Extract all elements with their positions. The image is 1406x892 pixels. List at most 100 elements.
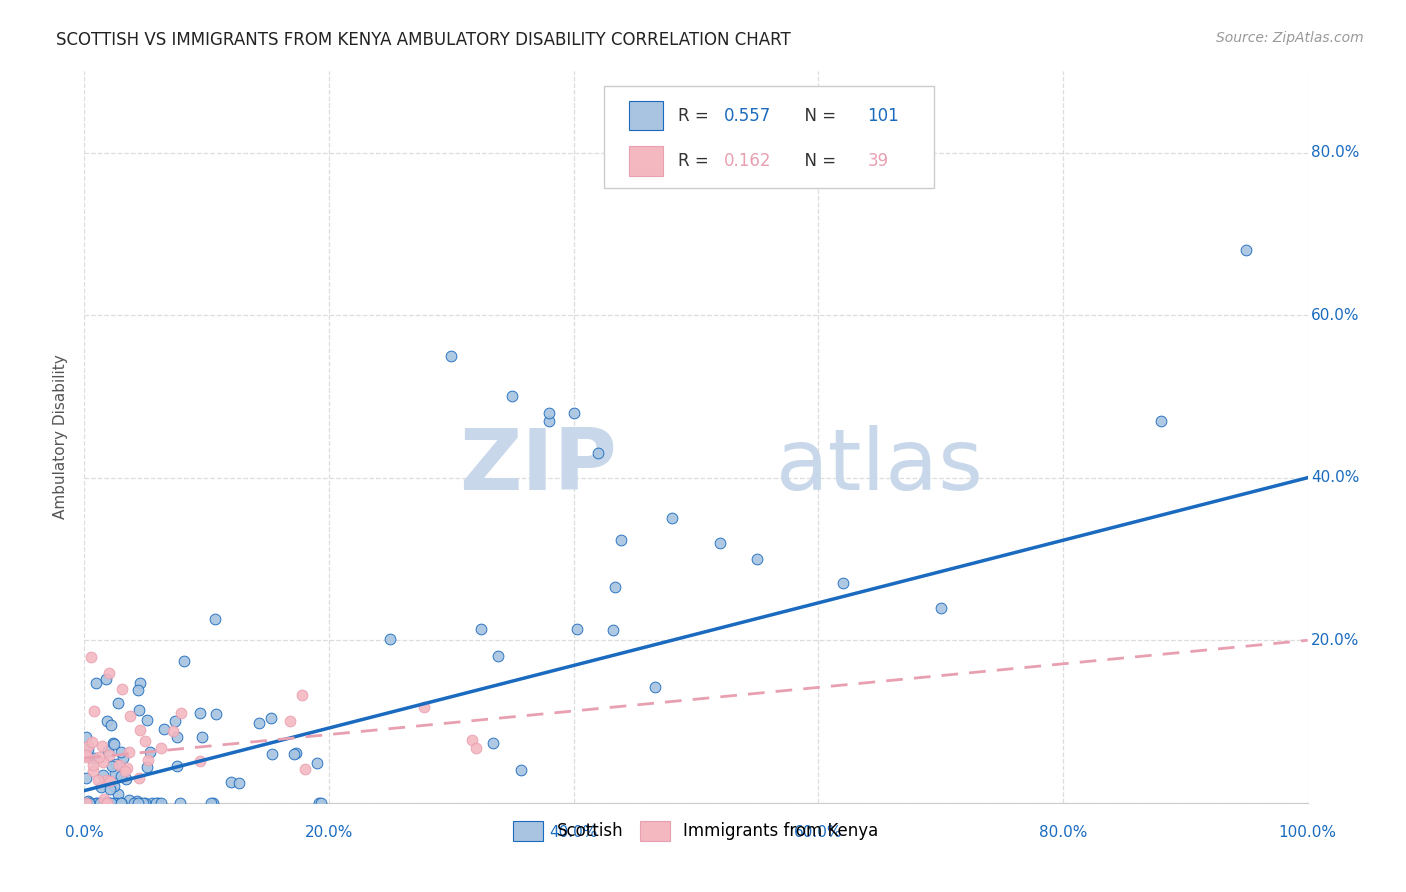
Point	[464, 740, 486, 755]
Point	[278, 714, 301, 729]
Point	[80, 734, 103, 748]
Point	[163, 714, 186, 729]
Point	[122, 796, 145, 810]
Point	[93, 791, 115, 805]
Point	[509, 764, 531, 778]
Point	[538, 414, 561, 428]
Bar	[628, 146, 664, 176]
Point	[747, 552, 769, 566]
Point	[470, 623, 492, 637]
Point	[80, 649, 103, 664]
Point	[89, 796, 111, 810]
Point	[86, 796, 108, 810]
Point	[75, 731, 97, 745]
Point	[149, 796, 172, 810]
Point	[75, 796, 97, 810]
Point	[831, 576, 853, 591]
Point	[98, 774, 121, 789]
Text: 39: 39	[868, 152, 889, 170]
Y-axis label: Ambulatory Disability: Ambulatory Disability	[53, 355, 69, 519]
Point	[96, 796, 118, 810]
Point	[460, 732, 482, 747]
Point	[128, 723, 150, 737]
Text: atlas: atlas	[776, 425, 983, 508]
Point	[150, 741, 173, 756]
Point	[100, 759, 122, 773]
Point	[97, 744, 120, 758]
Text: Source: ZipAtlas.com: Source: ZipAtlas.com	[1216, 31, 1364, 45]
Point	[107, 696, 129, 710]
Point	[170, 706, 193, 720]
Point	[201, 796, 224, 810]
Point	[482, 736, 505, 750]
Legend: Scottish, Immigrants from Kenya: Scottish, Immigrants from Kenya	[505, 813, 887, 849]
Point	[110, 769, 132, 783]
Point	[94, 672, 117, 686]
Point	[110, 796, 132, 810]
Point	[440, 349, 463, 363]
Point	[166, 759, 188, 773]
Point	[111, 796, 134, 810]
Point	[77, 739, 100, 753]
Point	[76, 750, 98, 764]
Point	[117, 761, 139, 775]
Text: 100.0%: 100.0%	[1278, 825, 1337, 839]
Point	[709, 535, 731, 549]
Point	[538, 406, 561, 420]
Point	[204, 612, 226, 626]
Point	[96, 714, 118, 728]
Point	[610, 533, 633, 547]
Point	[110, 745, 132, 759]
Point	[153, 723, 176, 737]
Point	[96, 796, 118, 810]
Point	[141, 796, 163, 810]
Point	[190, 730, 212, 744]
Point	[188, 706, 211, 721]
Text: 80.0%: 80.0%	[1312, 145, 1360, 161]
Point	[87, 772, 110, 787]
Text: N =: N =	[794, 107, 841, 125]
Point	[661, 511, 683, 525]
Point	[111, 681, 134, 696]
Point	[100, 781, 122, 796]
Point	[486, 648, 509, 663]
Point	[129, 676, 152, 690]
Point	[291, 688, 314, 702]
Point	[162, 723, 184, 738]
Point	[131, 796, 153, 810]
Point	[228, 776, 250, 790]
Point	[148, 796, 170, 810]
Point	[120, 708, 142, 723]
Point	[103, 780, 125, 794]
Point	[77, 796, 100, 810]
Point	[83, 704, 105, 718]
Point	[94, 772, 117, 787]
Point	[84, 796, 107, 810]
Text: R =: R =	[678, 107, 714, 125]
Point	[107, 787, 129, 801]
Point	[283, 747, 305, 761]
Point	[166, 730, 188, 744]
Point	[502, 389, 524, 403]
Point	[128, 772, 150, 786]
Point	[75, 771, 97, 785]
Point	[204, 707, 226, 722]
Point	[76, 741, 98, 756]
Text: R =: R =	[678, 152, 714, 170]
Point	[77, 794, 100, 808]
Text: 40.0%: 40.0%	[1312, 470, 1360, 485]
Text: 0.162: 0.162	[724, 152, 772, 170]
Text: 0.0%: 0.0%	[65, 825, 104, 839]
Point	[100, 796, 122, 810]
Point	[247, 716, 270, 731]
Point	[89, 796, 111, 810]
Point	[115, 772, 138, 786]
Point	[103, 737, 125, 751]
Point	[83, 751, 105, 765]
Text: ZIP: ZIP	[458, 425, 616, 508]
Point	[145, 796, 167, 810]
Point	[127, 682, 149, 697]
Text: N =: N =	[794, 152, 841, 170]
Point	[110, 796, 132, 810]
Point	[97, 665, 120, 680]
